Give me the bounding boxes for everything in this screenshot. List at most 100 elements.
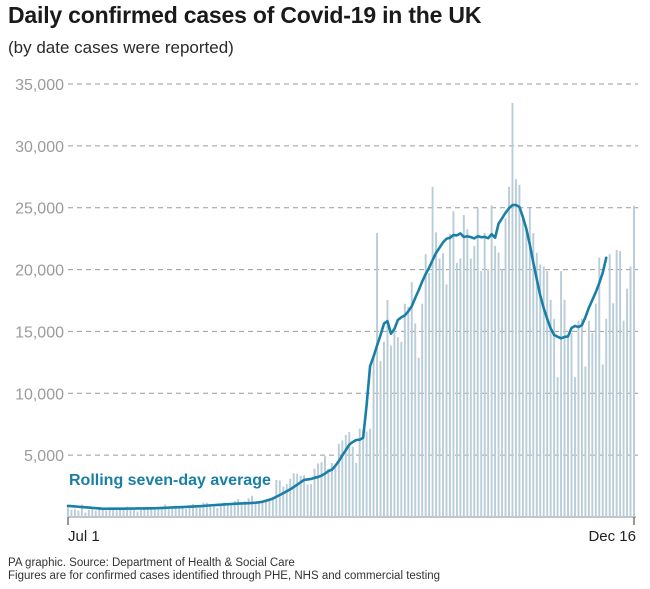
daily-cases-bar [396,337,399,517]
daily-cases-bar [126,506,128,517]
daily-cases-bar [587,320,590,517]
daily-cases-bar [539,264,542,517]
daily-cases-bar [334,466,337,517]
daily-cases-bar [466,229,469,517]
daily-cases-bar [428,272,431,517]
daily-cases-bar [278,480,281,517]
daily-cases-bar [285,484,288,517]
daily-cases-bar [73,509,76,517]
daily-cases-bar [112,508,115,517]
daily-cases-bar [188,505,191,517]
daily-cases-bar [87,509,90,517]
daily-cases-bars [67,102,635,518]
rolling-average-line [66,203,608,511]
daily-cases-bar [497,252,500,517]
daily-cases-bar [133,509,135,517]
daily-cases-bar [386,300,389,517]
daily-cases-bar [449,233,451,517]
daily-cases-bar [598,257,601,517]
daily-cases-bar [237,499,240,517]
daily-cases-bar [369,428,372,517]
daily-cases-bar [226,504,229,517]
y-tick-label: 30,000 [15,139,64,156]
daily-cases-bar [129,508,132,517]
daily-cases-bar [212,504,215,517]
daily-cases-bar [615,249,618,517]
daily-cases-bar [185,508,188,517]
daily-cases-bar [223,502,226,517]
daily-cases-bar [94,510,97,517]
daily-cases-bar [146,507,149,517]
daily-cases-bar [504,218,507,517]
daily-cases-bar [629,266,632,517]
y-tick-label: 10,000 [15,386,64,403]
daily-cases-bar [535,252,538,517]
daily-cases-bar [560,271,563,517]
daily-cases-bar [365,431,368,517]
daily-cases-bar [115,510,118,517]
daily-cases-bar [327,468,330,517]
daily-cases-bar [313,468,316,517]
daily-cases-bar [337,443,340,517]
daily-cases-bar [122,508,125,517]
daily-cases-bar [351,446,354,517]
daily-cases-bar [289,478,292,517]
daily-cases-bar [372,357,375,517]
x-tick-label: Dec 16 [588,528,636,545]
daily-cases-bar [563,299,566,517]
daily-cases-bar [160,507,163,517]
daily-cases-bar [601,364,604,517]
daily-cases-bar [101,508,104,517]
daily-cases-bar [205,502,208,517]
daily-cases-bar [143,507,146,517]
daily-cases-bar [553,318,556,517]
daily-cases-bar [414,323,417,517]
daily-cases-bar [167,506,170,517]
daily-cases-bar [355,462,358,517]
daily-cases-bar [330,462,333,517]
daily-cases-bar [264,501,267,517]
daily-cases-bar [574,377,576,517]
daily-cases-bar [532,233,535,517]
daily-cases-bar [320,462,323,517]
chart-subtitle: (by date cases were reported) [8,38,234,57]
daily-cases-bar [341,440,344,517]
daily-cases-bar [251,495,253,517]
daily-cases-bar [584,366,587,517]
daily-cases-bar [282,486,285,517]
daily-cases-bar [528,208,531,517]
daily-cases-bar [275,480,278,517]
daily-cases-bar [153,507,156,517]
daily-cases-bar [317,463,319,517]
daily-cases-bar [383,341,385,517]
daily-cases-bar [424,254,427,517]
daily-cases-bar [445,284,448,517]
daily-cases-bar [258,501,260,517]
footer-note: Figures are for confirmed cases identifi… [8,570,441,582]
daily-cases-bar [358,428,361,517]
daily-cases-bar [303,475,306,517]
daily-cases-bar [119,509,122,517]
daily-cases-bar [546,271,549,517]
daily-cases-bar [421,303,424,517]
daily-cases-bar [216,508,219,517]
daily-cases-bar [310,483,313,517]
daily-cases-bar [178,507,181,517]
daily-cases-bar [389,345,392,517]
daily-cases-bar [577,320,580,517]
daily-cases-bar [442,253,444,517]
daily-cases-bar [612,303,615,517]
daily-cases-bar [108,509,111,517]
daily-cases-bar [195,506,198,517]
daily-cases-bar [410,282,413,517]
daily-cases-bar [240,502,243,517]
daily-cases-bar [521,218,524,517]
daily-cases-bar [542,266,545,517]
daily-cases-bar [230,504,233,517]
daily-cases-bar [105,510,108,517]
daily-cases-bar [567,334,569,517]
daily-cases-bar [435,232,438,517]
daily-cases-bar [549,299,552,517]
daily-cases-bar [139,510,142,517]
